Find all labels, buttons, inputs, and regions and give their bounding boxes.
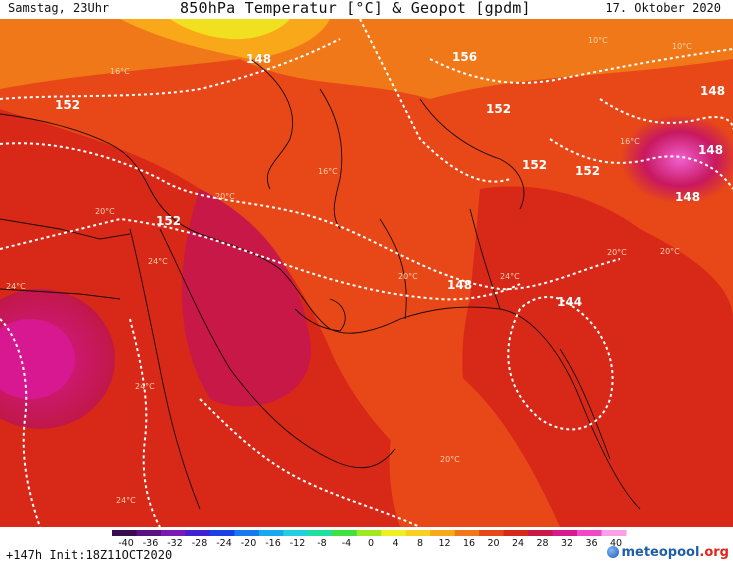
contour-label: 152 <box>156 214 181 228</box>
colorbar-tick-label: 8 <box>417 538 423 547</box>
colorbar-tick-label: 40 <box>610 538 622 547</box>
colorbar-cell <box>160 530 186 536</box>
colorbar-cell <box>601 530 627 536</box>
temp-label: 20°C <box>660 247 680 256</box>
cool-core <box>120 19 330 59</box>
contour-label: 152 <box>522 158 547 172</box>
colorbar-tick-label: -16 <box>265 538 281 547</box>
colorbar-cell <box>381 530 407 536</box>
temp-label: 20°C <box>215 192 235 201</box>
temp-label: 16°C <box>318 167 338 176</box>
coastlines <box>0 58 641 510</box>
contour-label: 144 <box>557 295 582 309</box>
contour-label: 156 <box>452 50 477 64</box>
contour-label: 148 <box>675 190 700 204</box>
temp-label: 10°C <box>672 42 692 51</box>
contour-label: 152 <box>575 164 600 178</box>
colorbar-cell <box>332 530 358 536</box>
colorbar-cell <box>405 530 431 536</box>
contour-label: 152 <box>55 98 80 112</box>
colorbar: -40 -36 -32 -28 -24 -20 -16 -12 -8 -4 0 4 8 12 16 20 24 2… <box>112 530 627 547</box>
temp-label: 20°C <box>440 455 460 464</box>
colorbar-tick-label: 28 <box>536 538 548 547</box>
geopotential-contours <box>0 19 733 527</box>
temp-label: 24°C <box>148 257 168 266</box>
colorbar-tick-label: -20 <box>241 538 257 547</box>
colorbar-tick-label: -28 <box>192 538 208 547</box>
colorbar-tick-label: 4 <box>392 538 398 547</box>
temp-label: 20°C <box>95 207 115 216</box>
logo-globe-icon <box>607 546 620 558</box>
colorbar-tick-label: -8 <box>317 538 326 547</box>
colorbar-tick-label: -40 <box>118 538 134 547</box>
hot-region-arabia <box>181 189 311 407</box>
colorbar-cell <box>454 530 480 536</box>
weather-map: 148 156 152 152 152 152 148 148 148 148 … <box>0 19 733 527</box>
colorbar-tick-label: -4 <box>342 538 351 547</box>
colorbar-tick-label: -36 <box>143 538 159 547</box>
colorbar-tick-label: 0 <box>368 538 374 547</box>
temp-label: 10°C <box>588 36 608 45</box>
logo-text: meteopool <box>621 545 700 560</box>
temp-label: 24°C <box>116 496 136 505</box>
colorbar-tick-label: 20 <box>487 538 499 547</box>
colorbar-cell <box>430 530 456 536</box>
contour-label: 148 <box>698 143 723 157</box>
temp-label: 16°C <box>620 137 640 146</box>
temp-label: 24°C <box>135 382 155 391</box>
colorbar-cell <box>577 530 603 536</box>
colorbar-cell <box>283 530 309 536</box>
temp-label: 20°C <box>607 248 627 257</box>
colorbar-tick-label: 16 <box>463 538 475 547</box>
colorbar-tick-label: 32 <box>561 538 573 547</box>
footer-bar: -40 -36 -32 -28 -24 -20 -16 -12 -8 -4 0 4 8 12 16 20 24 2… <box>0 527 733 566</box>
colorbar-cell <box>209 530 235 536</box>
contour-label: 148 <box>447 278 472 292</box>
colorbar-cell <box>185 530 211 536</box>
logo-suffix: .org <box>699 545 729 560</box>
tibet-anomaly <box>620 114 733 204</box>
contour-label: 152 <box>486 102 511 116</box>
temp-label: 16°C <box>110 67 130 76</box>
colorbar-cell <box>136 530 162 536</box>
date-label: 17. Oktober 2020 <box>605 1 721 15</box>
sahara-core <box>0 319 75 399</box>
contour-labels: 148 156 152 152 152 152 148 148 148 148 … <box>55 50 725 309</box>
colorbar-cell <box>528 530 554 536</box>
temp-label: 24°C <box>6 282 26 291</box>
colorbar-tick-label: -32 <box>167 538 183 547</box>
colorbar-cell <box>234 530 260 536</box>
colorbar-cell <box>552 530 578 536</box>
colorbar-tick-label: 12 <box>438 538 450 547</box>
run-info: +147h Init:18Z11OCT2020 <box>6 548 173 562</box>
cold-core <box>170 19 290 40</box>
warm-region-east <box>462 186 733 527</box>
temp-label: 24°C <box>500 272 520 281</box>
colorbar-tick-label: -12 <box>290 538 306 547</box>
map-title: 850hPa Temperatur [°C] & Geopot [gpdm] <box>180 0 531 17</box>
colorbar-cell <box>112 530 137 536</box>
colorbar-cell <box>307 530 333 536</box>
ocean-field <box>389 349 560 527</box>
colorbar-tick-label: 24 <box>512 538 524 547</box>
colorbar-cell <box>479 530 505 536</box>
meteopool-logo[interactable]: meteopool.org <box>607 545 729 560</box>
temp-label: 20°C <box>398 272 418 281</box>
colorbar-cell <box>258 530 284 536</box>
temperature-labels: 24°C 24°C 24°C 24°C 24°C 20°C 20°C 20°C … <box>6 36 692 505</box>
colorbar-tick-label: -24 <box>216 538 232 547</box>
colorbar-cell <box>356 530 382 536</box>
valid-time-label: Samstag, 23Uhr <box>8 1 110 15</box>
colorbar-cell <box>503 530 529 536</box>
contour-label: 148 <box>700 84 725 98</box>
header-bar: Samstag, 23Uhr 850hPa Temperatur [°C] & … <box>0 0 733 19</box>
colorbar-tick-label: 36 <box>585 538 597 547</box>
contour-label: 148 <box>246 52 271 66</box>
